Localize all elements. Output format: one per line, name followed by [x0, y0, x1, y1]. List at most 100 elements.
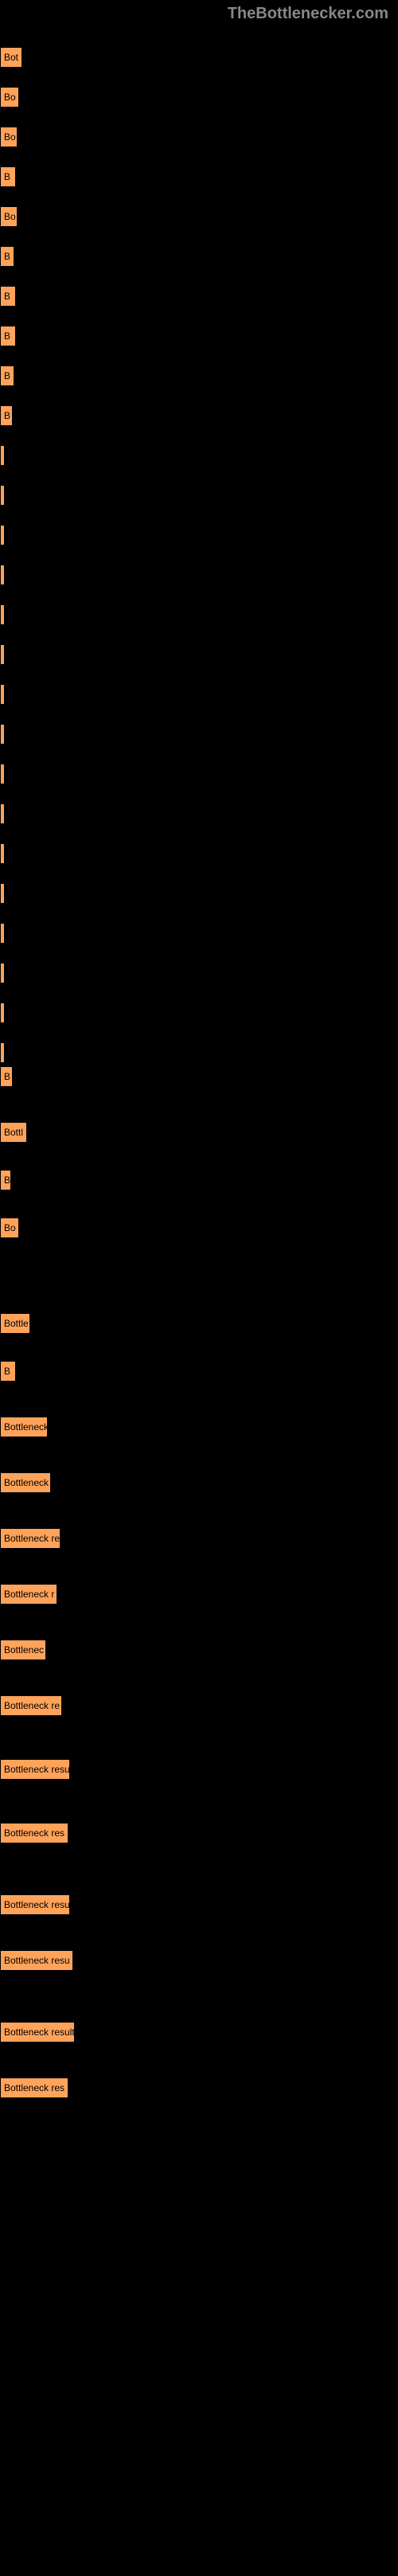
chart-row: B: [0, 166, 16, 187]
chart-row: [0, 565, 5, 585]
chart-bar: [0, 803, 5, 824]
chart-bar-label: Bottleneck res: [4, 2082, 64, 2093]
chart-bar: Bo: [0, 206, 18, 227]
chart-row: Bo: [0, 1218, 19, 1238]
chart-row: Bottleneck re: [0, 1528, 60, 1549]
chart-bar-label: Bottleneck resu: [4, 1899, 70, 1910]
chart-row: Bottleneck resu: [0, 1894, 70, 1915]
chart-row: Bottleneck: [0, 1417, 48, 1437]
chart-bar-label: Bottleneck resu: [4, 1764, 70, 1775]
chart-bar-label: Bottleneck re: [4, 1533, 60, 1544]
chart-row: Bottle: [0, 1313, 30, 1334]
chart-bar-label: B: [4, 291, 10, 302]
chart-bar: [0, 684, 5, 705]
chart-bar: Bo: [0, 87, 19, 107]
chart-bar-label: Bo: [4, 92, 16, 103]
chart-row: [0, 445, 5, 466]
chart-row: B: [0, 1170, 11, 1190]
chart-bar-label: Bo: [4, 131, 16, 143]
chart-row: Bottleneck res: [0, 1823, 68, 1843]
chart-bar: Bottleneck res: [0, 2078, 68, 2098]
chart-row: B: [0, 246, 14, 267]
chart-bar: [0, 724, 5, 745]
chart-bar-label: Bo: [4, 1222, 16, 1233]
chart-row: Bottleneck: [0, 1472, 51, 1493]
chart-bar: Bot: [0, 47, 22, 68]
chart-bar: Bottleneck r: [0, 1584, 57, 1605]
chart-bar: Bottl: [0, 1122, 27, 1143]
chart-bar: B: [0, 166, 16, 187]
chart-row: Bottleneck r: [0, 1584, 57, 1605]
chart-bar: B: [0, 286, 16, 307]
chart-bar: B: [0, 365, 14, 386]
chart-bar: Bottleneck result: [0, 2022, 75, 2042]
chart-bar: [0, 923, 5, 944]
chart-bar-label: Bottleneck res: [4, 1827, 64, 1839]
chart-bar: [0, 1042, 5, 1063]
chart-bar: Bottleneck: [0, 1417, 48, 1437]
chart-bar: [0, 525, 5, 545]
chart-row: Bottl: [0, 1122, 27, 1143]
chart-bar-label: B: [4, 1175, 10, 1186]
chart-bar-label: Bottleneck re: [4, 1700, 60, 1711]
chart-row: Bo: [0, 206, 18, 227]
chart-row: Bottleneck res: [0, 2078, 68, 2098]
chart-bar-label: Bottleneck resu: [4, 1955, 70, 1966]
chart-row: B: [0, 286, 16, 307]
chart-row: [0, 923, 5, 944]
chart-bar-label: Bottle: [4, 1318, 29, 1329]
chart-row: Bottleneck result: [0, 2022, 75, 2042]
chart-bar: Bottleneck resu: [0, 1759, 70, 1780]
chart-row: [0, 883, 5, 904]
chart-row: Bottleneck resu: [0, 1759, 70, 1780]
bottleneck-bar-chart: Bot Bo Bo B Bo B B B B B B Bottl B Bo Bottle B Bottlenec…: [0, 23, 398, 2576]
chart-bar: Bottleneck res: [0, 1823, 68, 1843]
chart-row: Bo: [0, 87, 19, 107]
chart-bar-label: Bo: [4, 211, 16, 222]
chart-row: B: [0, 1066, 13, 1087]
chart-bar: B: [0, 1170, 11, 1190]
site-name: TheBottlenecker.com: [228, 5, 388, 22]
chart-bar-label: B: [4, 330, 10, 342]
site-header: TheBottlenecker.com: [0, 0, 398, 23]
chart-row: [0, 684, 5, 705]
chart-bar: Bottleneck re: [0, 1528, 60, 1549]
chart-bar-label: Bot: [4, 52, 18, 63]
chart-row: Bot: [0, 47, 22, 68]
chart-row: [0, 644, 5, 665]
chart-row: Bo: [0, 127, 18, 147]
chart-bar: B: [0, 405, 13, 426]
chart-bar: Bottleneck resu: [0, 1894, 70, 1915]
chart-bar: Bottlenec: [0, 1640, 46, 1660]
chart-bar-label: B: [4, 410, 10, 421]
chart-bar: [0, 764, 5, 784]
chart-bar: Bo: [0, 1218, 19, 1238]
chart-bar: [0, 485, 5, 506]
chart-row: [0, 963, 5, 983]
chart-row: [0, 843, 5, 864]
chart-bar: [0, 843, 5, 864]
chart-bar: [0, 963, 5, 983]
chart-bar-label: Bottlenec: [4, 1644, 44, 1655]
chart-bar-label: B: [4, 1366, 10, 1377]
chart-bar: Bottleneck re: [0, 1695, 62, 1716]
chart-bar-label: Bottleneck result: [4, 2027, 75, 2038]
chart-bar: B: [0, 246, 14, 267]
chart-bar: Bo: [0, 127, 18, 147]
chart-bar-label: B: [4, 171, 10, 182]
chart-bar: [0, 445, 5, 466]
chart-row: Bottlenec: [0, 1640, 46, 1660]
chart-bar: [0, 1003, 5, 1023]
chart-row: [0, 724, 5, 745]
chart-row: B: [0, 405, 13, 426]
chart-bar-label: Bottl: [4, 1127, 23, 1138]
chart-bar: B: [0, 1066, 13, 1087]
chart-row: Bottleneck re: [0, 1695, 62, 1716]
chart-row: [0, 764, 5, 784]
chart-row: [0, 1003, 5, 1023]
chart-row: [0, 485, 5, 506]
chart-bar-label: B: [4, 251, 10, 262]
chart-row: [0, 604, 5, 625]
chart-bar: [0, 883, 5, 904]
chart-bar: Bottleneck: [0, 1472, 51, 1493]
